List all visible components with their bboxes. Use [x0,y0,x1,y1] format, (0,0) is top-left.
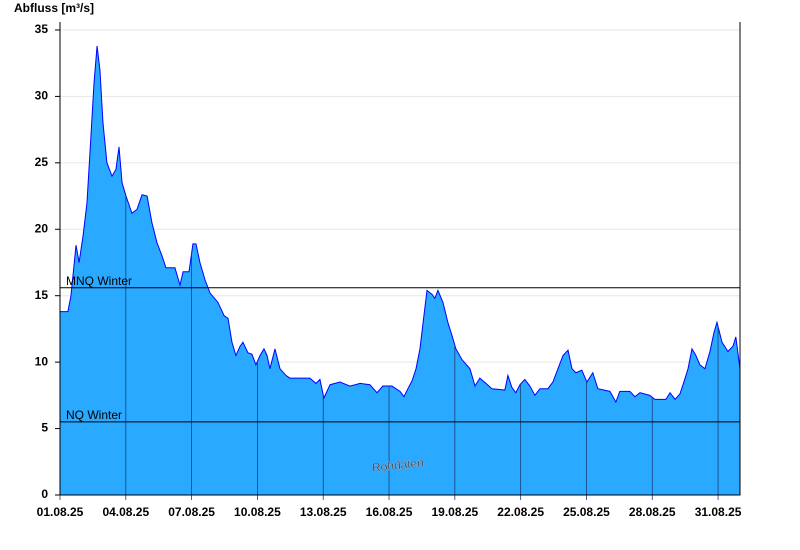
y-tick-label: 35 [35,22,49,36]
y-tick-label: 15 [35,288,49,302]
area [59,45,741,496]
watermark: Rohdaten [371,455,424,474]
threshold-label: MNQ Winter [66,274,132,288]
x-tick-label: 28.08.25 [629,505,676,519]
x-tick-label: 04.08.25 [102,505,149,519]
y-tick-label: 25 [35,155,49,169]
x-tick-label: 01.08.25 [37,505,84,519]
x-tick-label: 25.08.25 [563,505,610,519]
x-tick-label: 13.08.25 [300,505,347,519]
y-tick-label: 5 [41,421,48,435]
x-tick-label: 07.08.25 [168,505,215,519]
y-tick-label: 0 [41,487,48,501]
y-tick-label: 20 [35,221,49,235]
y-tick-label: 30 [35,89,49,103]
threshold-label: NQ Winter [66,408,122,422]
y-axis-label: Abfluss [m³/s] [14,1,94,15]
x-tick-label: 22.08.25 [497,505,544,519]
x-tick-label: 10.08.25 [234,505,281,519]
x-tick-label: 31.08.25 [695,505,742,519]
x-tick-label: 16.08.25 [366,505,413,519]
x-tick-label: 19.08.25 [431,505,478,519]
y-tick-label: 10 [35,354,49,368]
